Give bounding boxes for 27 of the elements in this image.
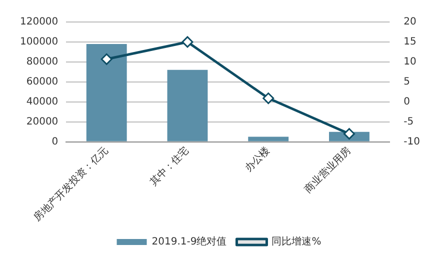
y2-tick-label: 20	[404, 16, 416, 28]
legend-label: 同比增速%	[272, 236, 322, 248]
y-tick-label: 40000	[26, 96, 58, 108]
y2-tick-label: 15	[404, 36, 416, 48]
y2-tick-label: 5	[404, 76, 410, 88]
y-tick-label: 120000	[20, 16, 58, 28]
legend-label: 2019.1-9绝对值	[152, 236, 227, 248]
bar	[86, 44, 127, 142]
y2-tick-label: -5	[404, 116, 414, 128]
y2-tick-label: -10	[404, 136, 420, 148]
y2-tick-label: 0	[404, 96, 410, 108]
y-tick-label: 80000	[26, 56, 58, 68]
point	[343, 128, 355, 140]
bar	[248, 136, 289, 142]
x-tick-label: 房地产开发投资：亿元	[31, 144, 111, 224]
x-tick-label: 办公楼	[242, 144, 272, 174]
point	[182, 36, 194, 48]
point	[262, 92, 274, 104]
x-tick-label: 其中：住宅	[148, 144, 192, 188]
point	[100, 53, 112, 65]
y-tick-label: 0	[52, 136, 58, 148]
y-tick-label: 60000	[26, 76, 58, 88]
bar	[167, 70, 208, 142]
y-tick-label: 20000	[26, 116, 58, 128]
x-tick-label: 商业营业用房	[302, 144, 354, 196]
y-tick-label: 100000	[20, 36, 58, 48]
y2-tick-label: 10	[404, 56, 416, 68]
